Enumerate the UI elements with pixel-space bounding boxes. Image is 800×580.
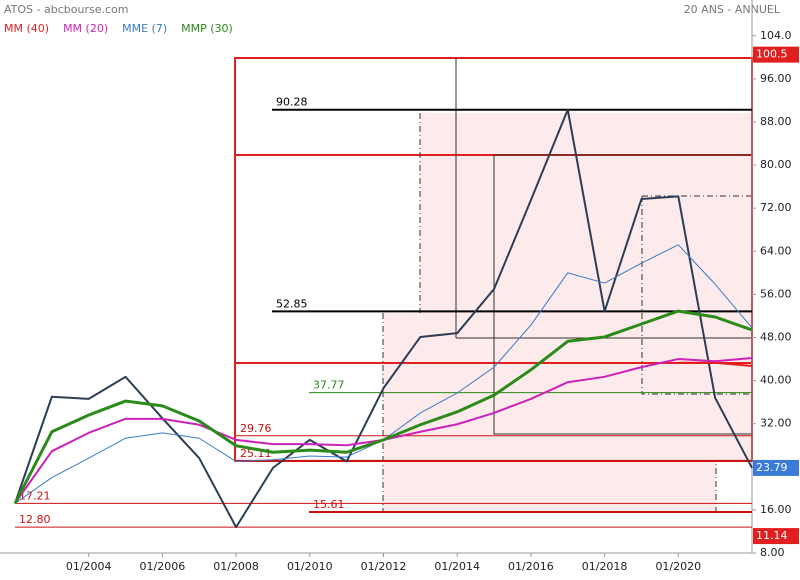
level-label: 29.76 xyxy=(240,422,272,435)
series-line xyxy=(14,108,753,529)
y-tick-label: 96.00 xyxy=(760,72,792,85)
x-tick-label: 01/2010 xyxy=(287,560,333,573)
price-tag xyxy=(753,459,799,476)
zone-fill xyxy=(420,113,752,461)
x-tick-label: 01/2004 xyxy=(66,560,112,573)
x-tick-label: 01/2008 xyxy=(213,560,259,573)
price-tag-label: 100.5 xyxy=(756,48,788,61)
chart-subtitle: 20 ANS - ANNUEL xyxy=(684,3,781,16)
x-tick-label: 01/2020 xyxy=(655,560,701,573)
y-tick-label: 104.0 xyxy=(760,29,792,42)
zone-fill xyxy=(420,461,716,513)
x-tick-label: 01/2012 xyxy=(361,560,407,573)
y-tick-label: 40.00 xyxy=(760,374,792,387)
level-label: 52.85 xyxy=(276,297,308,310)
x-tick-label: 01/2014 xyxy=(434,560,480,573)
price-tag-label: 23.79 xyxy=(756,461,788,474)
price-tag xyxy=(753,528,799,545)
level-label: 15.61 xyxy=(313,498,345,511)
chart-title: ATOS - abcbourse.com xyxy=(4,3,128,16)
x-tick-label: 01/2006 xyxy=(140,560,186,573)
y-tick-label: 80.00 xyxy=(760,158,792,171)
price-tag xyxy=(753,46,799,63)
y-tick-label: 48.00 xyxy=(760,330,792,343)
y-tick-label: 72.00 xyxy=(760,201,792,214)
level-label: 90.28 xyxy=(276,96,308,109)
y-tick-label: 16.00 xyxy=(760,503,792,516)
legend-entry: MM (40) xyxy=(4,22,49,35)
series-line xyxy=(678,361,753,368)
legend-entry: MM (20) xyxy=(63,22,108,35)
zone-fill xyxy=(383,313,420,513)
y-tick-label: 56.00 xyxy=(760,287,792,300)
y-tick-label: 88.00 xyxy=(760,115,792,128)
zone-dashdot xyxy=(382,113,752,513)
legend-entry: MME (7) xyxy=(122,22,167,35)
y-tick-label: 64.00 xyxy=(760,244,792,257)
y-tick-label: 32.00 xyxy=(760,417,792,430)
level-label: 17.21 xyxy=(19,489,51,502)
price-tag-label: 11.14 xyxy=(756,529,788,542)
y-tick-label: 8.00 xyxy=(760,546,785,559)
legend-entry: MMP (30) xyxy=(181,22,233,35)
x-tick-label: 01/2016 xyxy=(508,560,554,573)
series-line xyxy=(13,309,753,505)
x-tick-label: 01/2018 xyxy=(582,560,628,573)
level-label: 12.80 xyxy=(19,513,51,526)
level-label: 37.77 xyxy=(313,379,345,392)
